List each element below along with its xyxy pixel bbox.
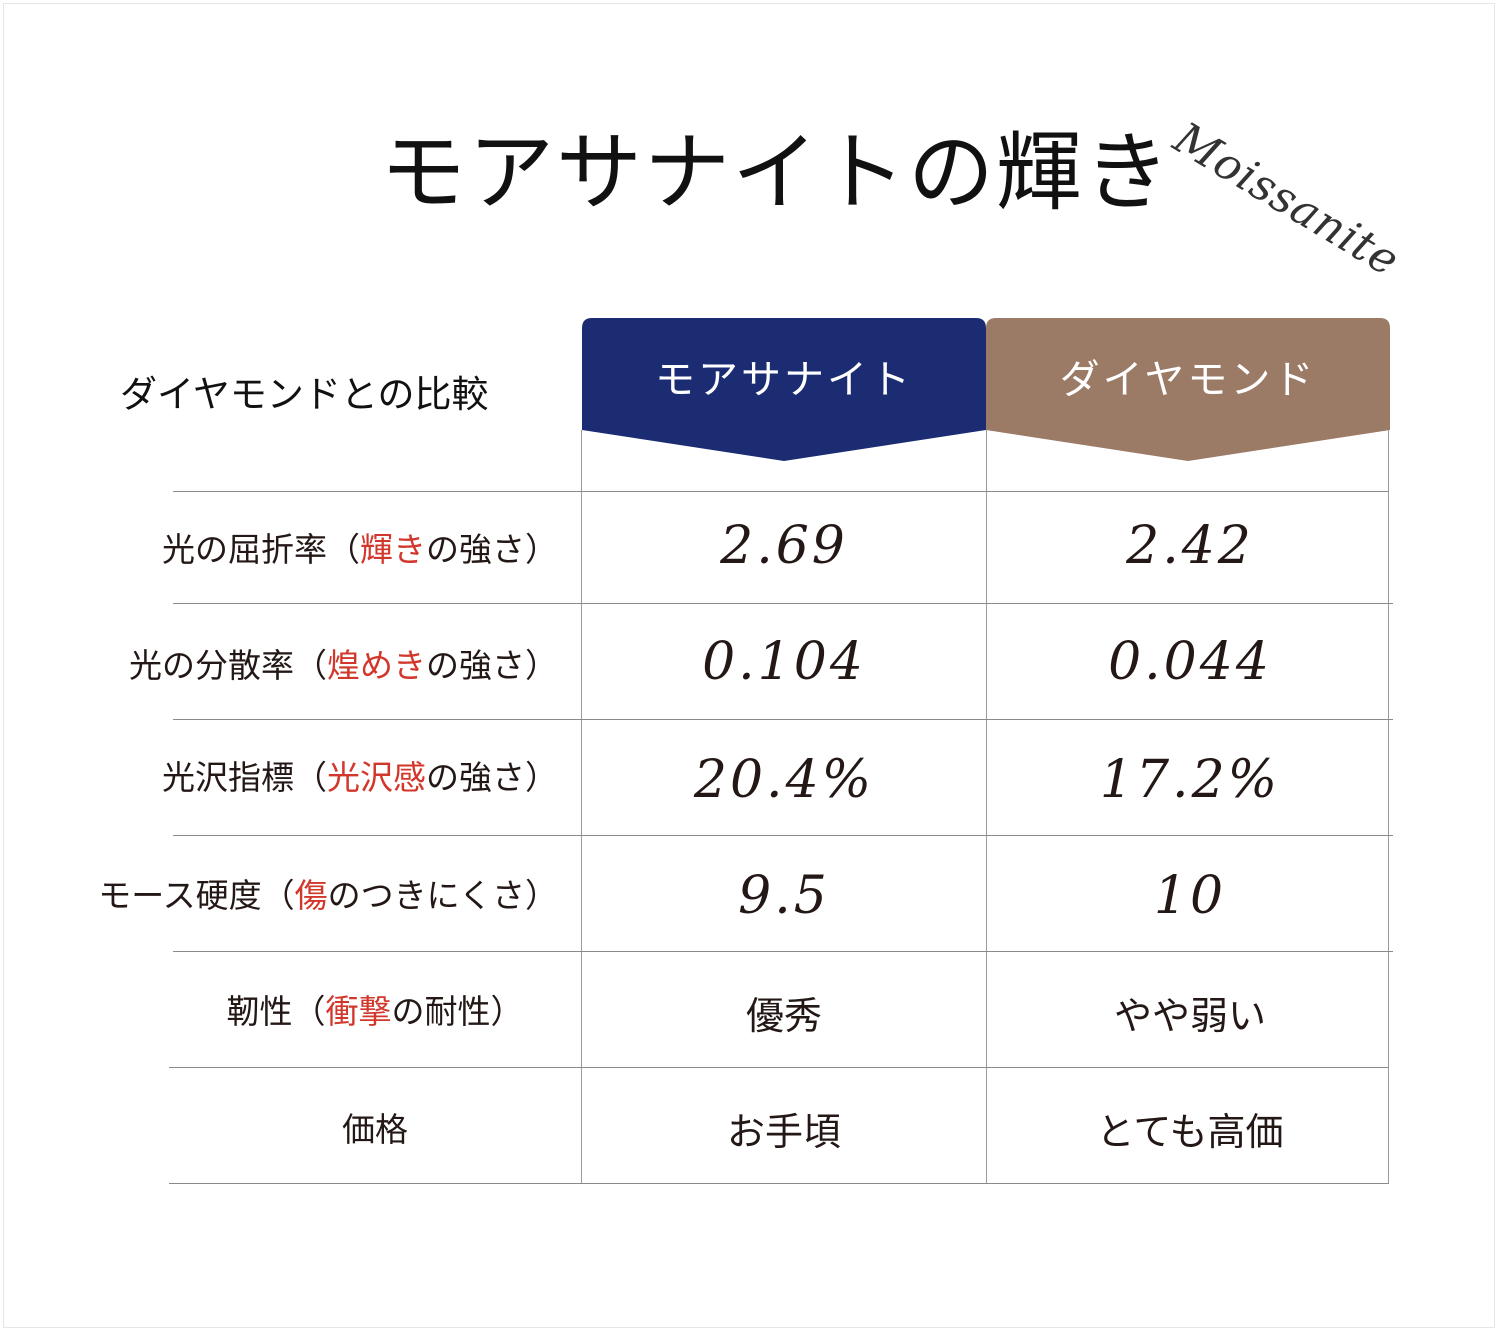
row-divider: [173, 835, 1393, 836]
moissanite-header-label: モアサナイト: [655, 357, 913, 403]
diamond-refractive-index: 2.42: [1126, 516, 1254, 576]
diamond-dispersion: 0.044: [1108, 632, 1272, 692]
moissanite-refractive-index: 2.69: [720, 516, 848, 576]
comparison-label: ダイヤモンドとの比較: [120, 373, 489, 416]
row-label-dispersion: 光の分散率（煌めきの強さ）: [129, 646, 558, 685]
page-title: モアサナイトの輝き: [380, 123, 1172, 223]
row-divider: [173, 951, 1393, 952]
row-divider: [169, 1183, 1389, 1184]
moissanite-header-banner: [582, 318, 986, 461]
moissanite-dispersion: 0.104: [702, 632, 866, 692]
column-divider-left: [581, 430, 582, 1184]
diamond-hardness: 10: [1153, 866, 1227, 926]
row-divider: [169, 1067, 1389, 1068]
row-label-toughness: 靭性（衝撃の耐性）: [226, 992, 524, 1031]
page-frame: [3, 3, 1495, 1328]
diamond-header-label: ダイヤモンド: [1059, 357, 1317, 403]
moissanite-price: お手頃: [726, 1110, 841, 1154]
column-divider-middle: [986, 430, 987, 1184]
diamond-header-banner: [986, 318, 1390, 461]
column-divider-right: [1388, 430, 1389, 1184]
row-label-luster: 光沢指標（光沢感の強さ）: [162, 758, 558, 797]
moissanite-toughness: 優秀: [745, 994, 822, 1038]
row-label-hardness: モース硬度（傷のつきにくさ）: [98, 876, 558, 915]
row-divider: [173, 603, 1393, 604]
moissanite-luster: 20.4%: [693, 750, 875, 810]
diamond-toughness: やや弱い: [1113, 994, 1266, 1038]
row-label-refractive-index: 光の屈折率（輝きの強さ）: [162, 530, 558, 569]
row-label-price: 価格: [342, 1110, 408, 1149]
moissanite-column-header: モアサナイト: [582, 318, 986, 463]
row-divider: [173, 719, 1393, 720]
diamond-luster: 17.2%: [1099, 750, 1281, 810]
diamond-price: とても高価: [1096, 1110, 1284, 1154]
row-divider: [173, 491, 1389, 492]
diamond-column-header: ダイヤモンド: [986, 318, 1390, 463]
moissanite-hardness: 9.5: [738, 866, 830, 926]
